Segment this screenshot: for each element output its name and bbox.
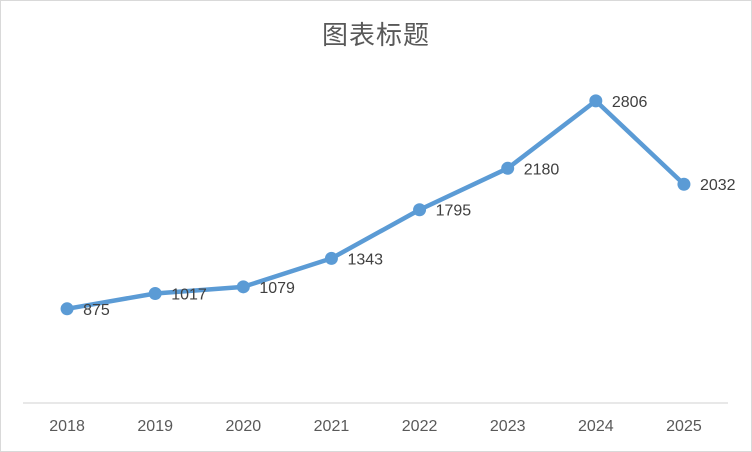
x-axis-tick-label: 2024 <box>578 418 614 435</box>
data-point-marker <box>413 203 427 217</box>
data-point-label: 2032 <box>700 177 736 194</box>
x-axis-tick-label: 2018 <box>49 418 85 435</box>
data-point-label: 1343 <box>347 251 383 268</box>
data-point-marker <box>148 287 162 301</box>
data-point-label: 1795 <box>436 203 472 220</box>
data-labels: 875 1017 1079 1343 1795 2180 2806 2032 <box>83 94 736 319</box>
x-axis-tick-labels: 2018 2019 2020 2021 2022 2023 2024 2025 <box>49 418 702 435</box>
data-point-label: 1017 <box>171 287 207 304</box>
data-point-marker <box>236 280 250 294</box>
x-axis-tick-label: 2023 <box>490 418 526 435</box>
x-axis-tick-label: 2019 <box>137 418 173 435</box>
data-point-marker <box>589 94 603 108</box>
data-point-label: 875 <box>83 302 110 319</box>
data-point-marker <box>501 161 515 175</box>
series-line <box>64 98 687 312</box>
data-point-marker <box>60 302 74 316</box>
data-point-marker <box>677 177 691 191</box>
x-axis-tick-label: 2025 <box>666 418 702 435</box>
data-point-label: 1079 <box>259 280 295 297</box>
data-point-label: 2180 <box>524 161 560 178</box>
chart-title: 图表标题 <box>321 21 430 50</box>
series-markers <box>60 94 691 316</box>
data-point-marker <box>324 251 338 265</box>
x-axis-tick-label: 2020 <box>226 418 262 435</box>
data-point-label: 2806 <box>612 94 648 111</box>
x-axis-tick-label: 2022 <box>402 418 438 435</box>
x-axis-tick-label: 2021 <box>314 418 350 435</box>
